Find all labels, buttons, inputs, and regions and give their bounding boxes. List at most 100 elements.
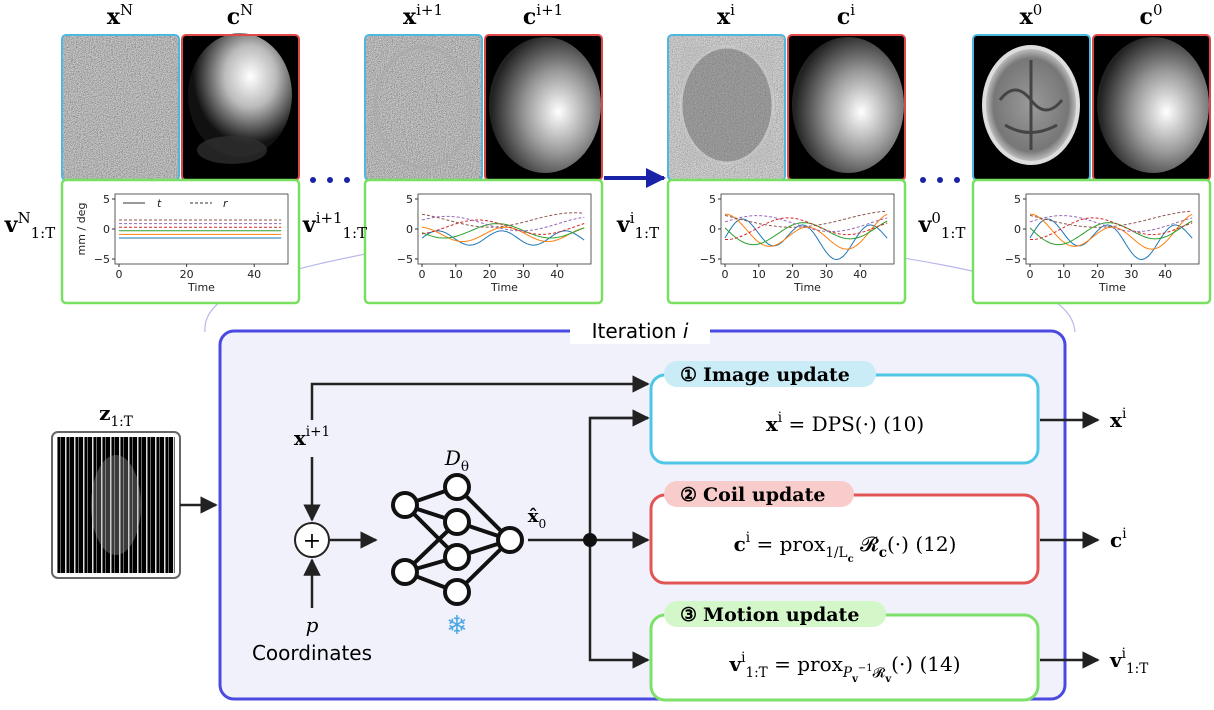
math: ci+1 — [523, 1, 563, 30]
y-tick-label: −5 — [700, 253, 716, 266]
math-part: i+1 — [416, 1, 443, 19]
snowflake: ❄ — [446, 611, 468, 641]
node — [393, 493, 417, 517]
coil-update-box — [651, 495, 1038, 583]
math-part: c — [227, 4, 240, 30]
x-tick-label: 40 — [247, 268, 261, 281]
math-part: (·) (12) — [887, 532, 956, 556]
update-number: ③ — [680, 604, 697, 626]
math: xi — [717, 1, 735, 30]
x-tick-label: 40 — [1158, 268, 1172, 281]
math-part: −1 — [858, 663, 873, 674]
y-tick-label: −5 — [1005, 253, 1021, 266]
math-part: x — [1020, 4, 1034, 30]
noise-image — [63, 36, 178, 179]
node — [445, 580, 469, 604]
y-tick-label: 5 — [1014, 193, 1021, 206]
x-tick-label: 0 — [1027, 268, 1034, 281]
math-part: z — [99, 401, 110, 425]
update-number: ① — [680, 364, 697, 386]
math: xi = DPS(·) (10) — [766, 410, 924, 436]
math-part: c — [879, 545, 887, 561]
math-part: x — [403, 4, 417, 30]
y-tick-label: −5 — [397, 253, 413, 266]
plot-frame — [973, 180, 1210, 303]
y-tick-label: −5 — [94, 253, 110, 266]
math-part: i — [850, 1, 855, 19]
update-title: ① Image update — [680, 364, 850, 386]
math: v01:T — [918, 209, 966, 242]
math-part: Iteration — [592, 319, 683, 343]
math-part: 0 — [1153, 1, 1163, 19]
x-axis-label: Time — [490, 281, 518, 294]
math: vN1:T — [4, 209, 55, 242]
dot — [344, 177, 350, 183]
update-title-text: Image update — [703, 364, 850, 386]
math: cN — [227, 1, 254, 30]
math: vi+11:T — [302, 209, 367, 242]
plus: + — [303, 529, 321, 554]
node — [393, 560, 417, 584]
y-tick-label: 0 — [406, 223, 413, 236]
y-tick-label: 0 — [709, 223, 716, 236]
math-part: D — [444, 446, 461, 470]
junction — [583, 533, 597, 547]
math-part: x — [107, 4, 121, 30]
x-tick-label: 10 — [449, 268, 463, 281]
x-tick-label: 10 — [1057, 268, 1071, 281]
math-part: c — [1110, 528, 1122, 552]
math-part: c — [734, 532, 746, 556]
update-number: ② — [680, 484, 697, 506]
math-part: 𝓡 — [854, 532, 879, 556]
y-tick-label: 5 — [406, 193, 413, 206]
dot — [937, 177, 943, 183]
plot-frame — [365, 180, 602, 303]
math-part: i — [741, 650, 746, 666]
math: c0 — [1140, 1, 1163, 30]
math-part: v — [851, 674, 859, 685]
x-tick-label: 20 — [180, 268, 194, 281]
math-part: 1:T — [635, 224, 660, 242]
motion-update-box — [651, 615, 1038, 700]
dot — [920, 177, 926, 183]
y-axis-label: mm / deg — [75, 203, 88, 256]
math: ci — [837, 1, 855, 30]
node — [445, 545, 469, 569]
diagram: Iteration i + ❄ Coordinates xNcNxi+1ci+1… — [0, 0, 1214, 710]
math-part: i — [730, 1, 735, 19]
math: ci — [1110, 526, 1127, 552]
math: xi — [1110, 406, 1127, 432]
legend-label: t — [157, 197, 162, 210]
math-part: i+1 — [316, 209, 343, 227]
math-part: = DPS(·) (10) — [782, 412, 924, 436]
math-part: (·) (14) — [891, 652, 960, 676]
math-part: 0 — [1033, 1, 1043, 19]
math-part: i — [1122, 406, 1127, 422]
noise-image — [366, 36, 481, 179]
math-part: p — [306, 613, 319, 637]
math-part: i+1 — [536, 1, 563, 19]
y-tick-label: 5 — [709, 193, 716, 206]
update-title-text: Coil update — [703, 484, 825, 506]
x-tick-label: 0 — [116, 268, 123, 281]
math: xi+1 — [403, 1, 443, 30]
plot-frame — [668, 180, 905, 303]
math-part: θ — [461, 459, 469, 475]
x-tick-label: 0 — [419, 268, 426, 281]
math-part: v — [616, 212, 631, 238]
math-part: v — [4, 212, 19, 238]
x-tick-label: 10 — [752, 268, 766, 281]
math-part: 1:T — [31, 224, 56, 242]
update-title-text: Motion update — [703, 604, 859, 626]
x-axis-label: Time — [793, 281, 821, 294]
math-part: 1:T — [745, 665, 767, 681]
math-part: N — [120, 1, 133, 19]
x-tick-label: 30 — [516, 268, 530, 281]
math: x0 — [1020, 1, 1043, 30]
math-part: = prox — [750, 532, 826, 556]
coil-shadow — [197, 136, 267, 164]
math-part: i — [1122, 526, 1127, 542]
math-part: 1:T — [111, 414, 133, 430]
x-tick-label: 30 — [1124, 268, 1138, 281]
y-tick-label: 5 — [103, 193, 110, 206]
